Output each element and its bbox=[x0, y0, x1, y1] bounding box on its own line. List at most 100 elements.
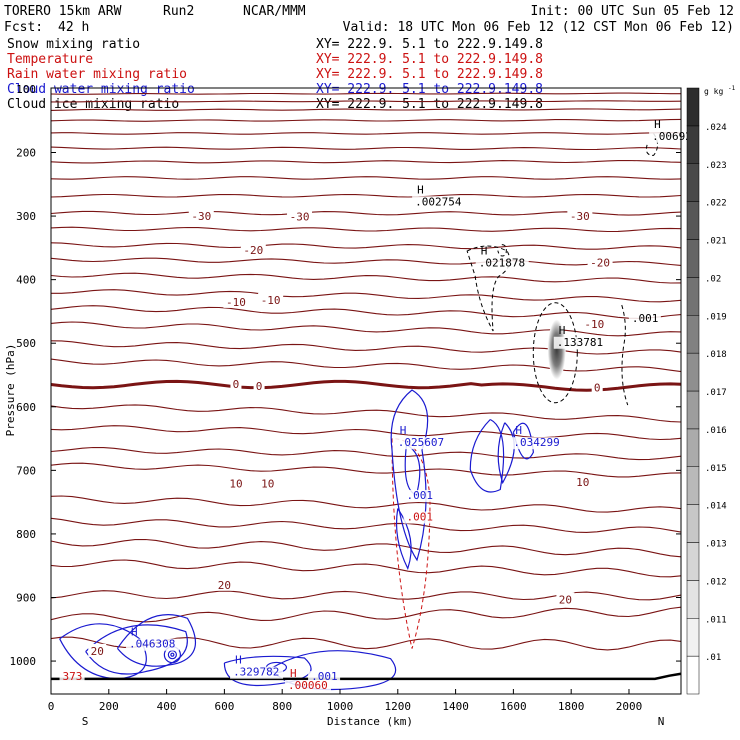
isotherm-line bbox=[50, 495, 682, 513]
isotherm-line bbox=[50, 517, 682, 533]
isotherm-line bbox=[50, 226, 682, 233]
y-tick-label: 400 bbox=[16, 274, 36, 287]
y-tick-label: 800 bbox=[16, 528, 36, 541]
colorbar-cell bbox=[686, 466, 700, 505]
cloud-water-contour bbox=[390, 389, 429, 562]
isotherm-line bbox=[50, 425, 682, 441]
maxima-label: 373 bbox=[63, 670, 83, 683]
colorbar-label: .011 bbox=[705, 615, 727, 625]
colorbar-cell bbox=[686, 163, 700, 202]
isotherm-line bbox=[50, 257, 682, 266]
legend-xy: XY= 222.9. 5.1 to 222.9.149.8 bbox=[316, 52, 543, 67]
maximum-marker: H bbox=[131, 626, 138, 639]
isotherm-label-bg bbox=[573, 474, 592, 488]
x-tick-label: 1800 bbox=[558, 700, 585, 713]
legend-xy: XY= 222.9. 5.1 to 222.9.149.8 bbox=[316, 67, 543, 82]
maximum-marker: H bbox=[400, 424, 407, 437]
y-tick-label: 200 bbox=[16, 147, 36, 160]
endpoint-left: S bbox=[82, 715, 89, 728]
colorbar-cell bbox=[686, 504, 700, 543]
isotherm-label-bg bbox=[215, 577, 234, 591]
isotherm-line bbox=[50, 100, 682, 103]
isotherm-label: 20 bbox=[91, 645, 104, 658]
isotherm-line bbox=[50, 606, 682, 623]
isotherm-label: -20 bbox=[590, 256, 610, 269]
maxima-label: .001 bbox=[311, 670, 338, 683]
colorbar-cell bbox=[686, 618, 700, 657]
legend-xy: XY= 222.9. 5.1 to 222.9.149.8 bbox=[316, 82, 543, 97]
colorbar-label: .01 bbox=[705, 653, 721, 663]
cloud-water-contour bbox=[85, 624, 188, 675]
isotherm-label-bg bbox=[556, 592, 575, 606]
maxima-label-bg bbox=[403, 511, 436, 524]
ice-contour bbox=[466, 245, 511, 332]
y-tick-label: 900 bbox=[16, 591, 36, 604]
x-tick-label: 200 bbox=[99, 700, 119, 713]
x-tick-label: 1000 bbox=[327, 700, 354, 713]
maxima-label-bg bbox=[553, 336, 607, 349]
isotherm-line bbox=[50, 132, 682, 135]
maxima-label-bg bbox=[59, 671, 85, 684]
init-time: Init: 00 UTC Sun 05 Feb 12 bbox=[531, 4, 735, 19]
cloud-water-contour bbox=[469, 418, 505, 493]
ice-max-shading bbox=[547, 319, 566, 380]
isotherm-label-bg bbox=[587, 255, 613, 269]
isotherm-line bbox=[50, 176, 682, 180]
cloud-water-contour bbox=[512, 422, 535, 460]
colorbar-label: .024 bbox=[705, 123, 727, 133]
isotherm-label: -10 bbox=[226, 296, 246, 309]
org-label: NCAR/MMM bbox=[243, 4, 306, 19]
colorbar-label: .015 bbox=[705, 464, 727, 474]
maxima-label-bg bbox=[628, 313, 661, 326]
fcst-value: 42 h bbox=[58, 20, 89, 35]
isotherm-label: 10 bbox=[576, 476, 589, 489]
maxima-labels: .006921H.002754H.021878H.133781H.025607H… bbox=[59, 118, 703, 693]
x-axis-label: Distance (km) bbox=[327, 715, 413, 728]
cloud-water-contour bbox=[395, 508, 412, 571]
run-label: Run2 bbox=[163, 4, 194, 19]
isotherm-label-bg bbox=[258, 476, 277, 490]
colorbar: .01 .011 .012 .013 .014 .015 .016 .017 .018 .019.… bbox=[686, 85, 736, 695]
isotherm-line bbox=[50, 159, 682, 164]
isotherm-line bbox=[50, 559, 682, 578]
y-tick-label: 300 bbox=[16, 210, 36, 223]
legend-name: Temperature bbox=[7, 52, 93, 67]
isotherm-label: 10 bbox=[229, 478, 242, 491]
colorbar-unit-exponent: -1 bbox=[728, 85, 736, 92]
isotherm-label: -20 bbox=[243, 244, 263, 257]
cloud-water-contour bbox=[59, 623, 147, 680]
x-tick-label: 0 bbox=[48, 700, 55, 713]
isotherm-label-bg bbox=[88, 643, 107, 657]
freezing-level-line bbox=[50, 379, 682, 392]
cloud-water-contour bbox=[170, 652, 175, 657]
isotherm-line bbox=[50, 321, 682, 337]
isotherm-label-bg bbox=[230, 376, 242, 390]
isotherm-line bbox=[50, 242, 682, 250]
isotherm-label: -30 bbox=[290, 211, 310, 224]
endpoint-right: N bbox=[658, 715, 665, 728]
maxima-label: .001 bbox=[406, 511, 433, 524]
ice-contour bbox=[497, 244, 507, 257]
y-tick-label: 100 bbox=[16, 83, 36, 96]
isotherm-label-bg bbox=[226, 476, 245, 490]
rain-contour bbox=[391, 438, 431, 651]
isotherm-label: 0 bbox=[233, 378, 240, 391]
isotherm-label-bg bbox=[253, 378, 265, 392]
colorbar-cell bbox=[686, 201, 700, 240]
isotherm-label-bg bbox=[223, 294, 249, 308]
colorbar-label: .021 bbox=[705, 237, 727, 247]
maxima-label: .00060 bbox=[288, 679, 328, 692]
ice-contour bbox=[621, 304, 629, 406]
isotherm-label-bg bbox=[567, 209, 593, 223]
y-axis-label: Pressure (hPa) bbox=[4, 344, 17, 437]
ice-contours bbox=[466, 133, 659, 406]
maximum-marker: H bbox=[290, 667, 297, 680]
legend-name: Cloud ice mixing ratio bbox=[7, 97, 179, 112]
maximum-marker: H bbox=[654, 118, 661, 131]
colorbar-cell bbox=[686, 428, 700, 467]
isotherm-line bbox=[50, 538, 682, 558]
colorbar-cell bbox=[686, 277, 700, 316]
y-tick-label: 600 bbox=[16, 401, 36, 414]
